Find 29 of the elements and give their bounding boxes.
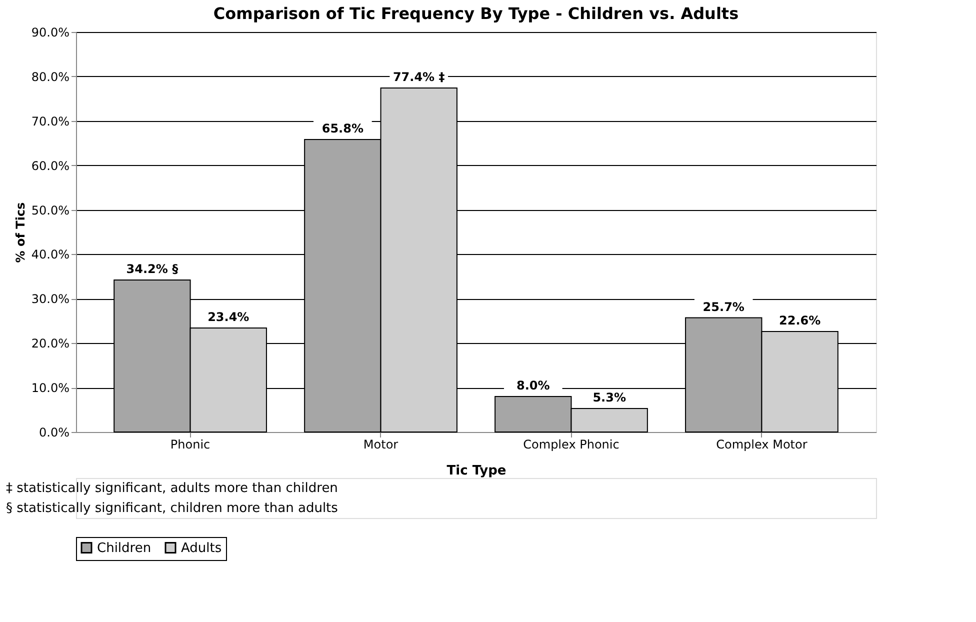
text: § statistically significant, children more than adults — [6, 501, 338, 516]
data-label: 65.8% — [322, 122, 364, 136]
x-tick-label: Complex Phonic — [523, 438, 620, 452]
data-label: 22.6% — [778, 314, 821, 328]
legend-label: Children — [97, 540, 152, 556]
x-tick-label: Motor — [363, 438, 398, 452]
y-tick-label: 60.0% — [31, 158, 70, 173]
y-tick-label: 70.0% — [31, 114, 70, 128]
y-tick-label: 80.0% — [31, 70, 70, 84]
y-tick-label: 10.0% — [31, 381, 70, 396]
y-axis-title: % of Tics — [13, 202, 28, 263]
y-tick-label: 0.0% — [39, 426, 70, 440]
data-label: 77.4% ‡ — [392, 70, 445, 84]
legend-label: Adults — [181, 540, 222, 556]
y-tick-label: 90.0% — [31, 26, 70, 40]
data-label: 23.4% — [208, 310, 250, 324]
text: ‡ statistically significant, adults more than children — [6, 481, 338, 496]
y-tick-label: 50.0% — [31, 203, 70, 218]
x-tick-label: Phonic — [170, 438, 210, 452]
data-label: 25.7% — [702, 300, 744, 314]
x-axis-title: Tic Type — [446, 464, 506, 478]
chart-title: Comparison of Tic Frequency By Type - Children vs. Adults — [213, 4, 739, 23]
y-tick-label: 30.0% — [31, 292, 70, 306]
y-tick-label: 20.0% — [31, 336, 70, 351]
y-tick-label: 40.0% — [31, 248, 70, 262]
data-label: 8.0% — [516, 378, 550, 392]
x-tick-label: Complex Motor — [716, 438, 808, 452]
data-label: 34.2% § — [126, 262, 178, 276]
data-label: 5.3% — [592, 390, 626, 404]
